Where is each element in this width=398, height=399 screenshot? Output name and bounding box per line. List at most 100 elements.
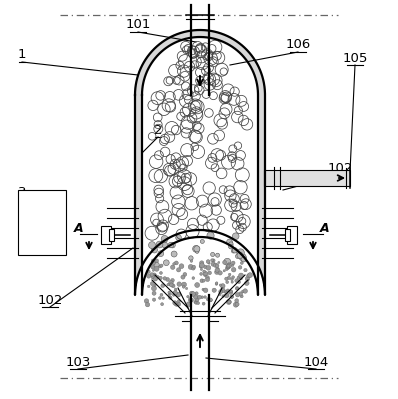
Circle shape	[242, 290, 244, 293]
Circle shape	[162, 242, 168, 248]
Text: 102: 102	[327, 162, 353, 174]
Circle shape	[200, 279, 204, 282]
Circle shape	[176, 235, 181, 241]
Circle shape	[240, 262, 243, 265]
Circle shape	[171, 251, 177, 257]
Circle shape	[245, 277, 250, 281]
Circle shape	[200, 273, 203, 275]
Circle shape	[155, 259, 158, 263]
Circle shape	[173, 301, 177, 305]
Circle shape	[197, 295, 201, 299]
Circle shape	[241, 257, 246, 262]
Circle shape	[151, 259, 155, 263]
Circle shape	[227, 263, 232, 268]
Circle shape	[189, 291, 194, 296]
Circle shape	[183, 276, 185, 278]
Circle shape	[201, 296, 203, 298]
Circle shape	[224, 258, 231, 265]
Circle shape	[243, 289, 248, 293]
Circle shape	[238, 266, 242, 269]
Circle shape	[152, 269, 154, 271]
Circle shape	[233, 302, 238, 307]
Circle shape	[203, 271, 208, 276]
Circle shape	[188, 298, 192, 302]
Circle shape	[169, 280, 173, 285]
Circle shape	[187, 295, 189, 298]
Circle shape	[175, 303, 178, 306]
Circle shape	[230, 295, 234, 298]
Circle shape	[154, 267, 159, 271]
Circle shape	[229, 290, 233, 294]
Circle shape	[222, 295, 224, 297]
Circle shape	[224, 293, 229, 298]
Circle shape	[158, 296, 161, 299]
Circle shape	[206, 260, 210, 263]
Circle shape	[161, 284, 165, 288]
Circle shape	[235, 299, 238, 302]
Circle shape	[231, 267, 236, 272]
Circle shape	[239, 254, 246, 261]
Circle shape	[190, 260, 193, 262]
Circle shape	[236, 286, 239, 290]
Circle shape	[174, 302, 178, 306]
Circle shape	[208, 262, 210, 264]
Circle shape	[238, 280, 240, 284]
Circle shape	[147, 285, 150, 288]
Circle shape	[208, 271, 211, 275]
Circle shape	[231, 281, 233, 283]
Circle shape	[171, 284, 175, 288]
Text: 1: 1	[18, 49, 26, 61]
Circle shape	[240, 277, 242, 280]
Circle shape	[174, 288, 177, 291]
Circle shape	[203, 270, 205, 273]
Circle shape	[232, 276, 234, 279]
Bar	[285, 229, 290, 241]
Circle shape	[150, 282, 154, 286]
Circle shape	[192, 277, 195, 279]
Circle shape	[230, 278, 233, 280]
Circle shape	[158, 251, 164, 257]
Circle shape	[227, 263, 231, 267]
Text: 101: 101	[125, 18, 151, 32]
Circle shape	[150, 273, 154, 277]
Circle shape	[152, 276, 154, 279]
Circle shape	[209, 298, 213, 302]
Circle shape	[151, 265, 154, 269]
Circle shape	[156, 275, 159, 278]
Circle shape	[146, 270, 150, 274]
Circle shape	[195, 301, 198, 304]
Circle shape	[219, 293, 221, 296]
Circle shape	[226, 289, 229, 292]
Circle shape	[192, 265, 195, 269]
Bar	[287, 226, 297, 244]
Circle shape	[159, 276, 162, 280]
Bar	[101, 226, 111, 244]
Circle shape	[215, 282, 218, 285]
Circle shape	[177, 300, 180, 303]
Circle shape	[217, 268, 219, 270]
Circle shape	[200, 268, 203, 271]
Text: 2: 2	[154, 124, 162, 136]
Circle shape	[200, 239, 204, 243]
Circle shape	[145, 302, 150, 307]
Circle shape	[181, 275, 185, 279]
Text: 103: 103	[65, 356, 91, 369]
Circle shape	[238, 292, 242, 296]
Circle shape	[222, 261, 226, 265]
Text: A: A	[320, 221, 330, 235]
Circle shape	[219, 284, 222, 286]
Circle shape	[191, 266, 195, 270]
Circle shape	[202, 288, 205, 291]
Circle shape	[160, 293, 163, 296]
Circle shape	[247, 274, 251, 278]
Circle shape	[194, 301, 197, 303]
Circle shape	[227, 267, 229, 269]
Circle shape	[146, 274, 150, 278]
Circle shape	[151, 275, 155, 279]
Circle shape	[226, 280, 228, 284]
Circle shape	[144, 299, 149, 303]
Circle shape	[207, 232, 214, 239]
Circle shape	[189, 256, 193, 260]
Circle shape	[236, 293, 240, 297]
Circle shape	[195, 249, 199, 253]
